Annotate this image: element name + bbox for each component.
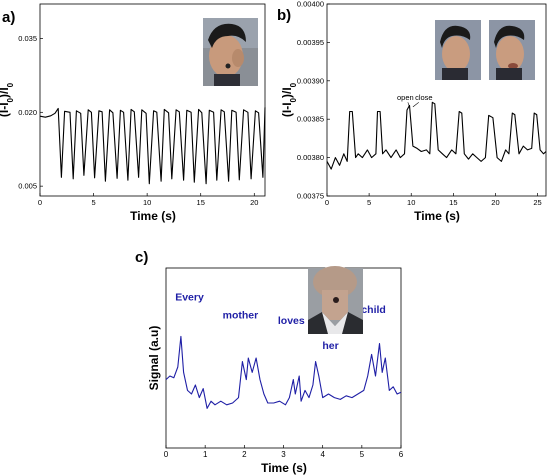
panel-b-inset-photo-1 [435,20,481,80]
x-tick-label: 5 [367,198,371,207]
annotation-open: open [397,93,414,102]
series-line [39,107,266,185]
word-label-loves: loves [278,315,305,327]
panel-c: c) 0 1 2 3 4 5 6 Every mother loves her child Time… [135,249,404,475]
x-tick-label: 10 [407,198,415,207]
x-tick-label: 15 [197,198,205,207]
panel-a-y-axis-label: (I-I0)/I0 [0,82,15,117]
x-tick-label: 25 [533,198,541,207]
panel-c-y-axis-label: Signal (a.u) [147,326,161,391]
y-tick-label: 0.020 [18,108,37,117]
panel-b-inset-photo-2 [489,20,535,80]
y-tick-label: 0.035 [18,34,37,43]
panel-c-x-axis-label: Time (s) [261,461,307,475]
panel-b-plot-frame [326,3,547,197]
panel-b: b) 0 5 10 15 20 25 0.00375 0.00380 0.00385 0.0039… [277,0,547,223]
panel-a-inset-photo [203,18,258,86]
series-line [326,101,547,170]
panel-b-y-axis-label: (I-I0)/I0 [280,82,298,117]
panel-b-x-axis-label: Time (s) [414,209,460,223]
panel-b-annotations: open close [397,93,433,108]
panel-c-word-labels: Every mother loves her child [175,291,386,352]
x-tick-label: 20 [491,198,499,207]
panel-b-ticks: 0 5 10 15 20 25 0.00375 0.00380 0.00385 0.00390 0.… [297,0,542,207]
x-tick-label: 4 [320,450,325,459]
panel-c-series [165,335,402,409]
x-tick-label: 20 [250,198,258,207]
x-tick-label: 6 [399,450,404,459]
y-tick-label: 0.00375 [297,192,324,201]
panel-c-label: c) [135,249,148,266]
y-tick-label: 0.00400 [297,0,324,9]
annotation-close: close [415,93,433,102]
panel-c-inset-photo [308,266,363,334]
panel-a: a) 0 5 10 15 20 0.005 0.020 0.035 Time (s) (I-I… [0,3,266,223]
panel-b-label: b) [277,7,291,24]
panel-a-series [39,107,266,185]
word-label-mother: mother [223,309,259,321]
x-tick-label: 0 [38,198,42,207]
word-label-her: her [322,340,338,352]
x-tick-label: 2 [242,450,247,459]
y-tick-label: 0.00390 [297,76,324,85]
y-tick-label: 0.00395 [297,38,324,47]
x-tick-label: 1 [203,450,208,459]
panel-a-ticks: 0 5 10 15 20 0.005 0.020 0.035 [18,34,258,207]
annotation-arrow [412,102,419,108]
annotation-arrow [407,102,410,108]
x-tick-label: 3 [281,450,286,459]
panel-a-x-axis-label: Time (s) [130,209,176,223]
series-line [165,335,402,409]
x-tick-label: 5 [91,198,95,207]
x-tick-label: 15 [449,198,457,207]
panel-a-plot-frame [39,3,266,197]
x-tick-label: 10 [143,198,151,207]
y-tick-label: 0.00380 [297,153,324,162]
x-tick-label: 0 [325,198,329,207]
x-tick-label: 0 [164,450,169,459]
x-tick-label: 5 [360,450,365,459]
panel-c-ticks: 0 1 2 3 4 5 6 [164,445,404,459]
panel-b-series [326,101,547,170]
word-label-every: Every [175,291,204,303]
panel-a-label: a) [2,9,15,26]
word-label-child: child [361,304,386,316]
y-tick-label: 0.00385 [297,115,324,124]
y-tick-label: 0.005 [18,182,37,191]
